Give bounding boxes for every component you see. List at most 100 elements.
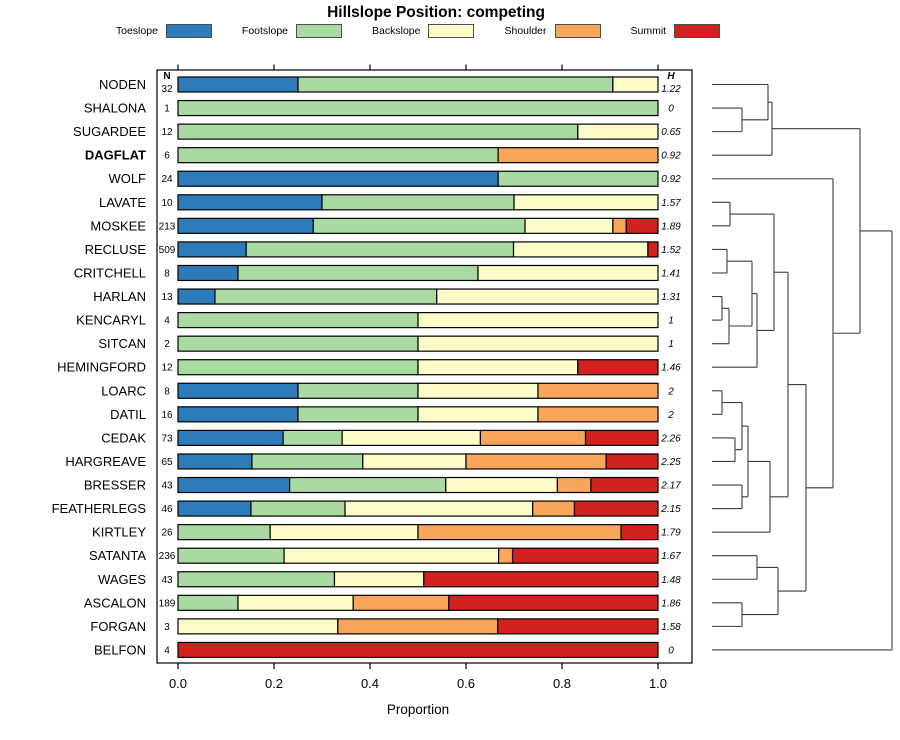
row-label-featherlegs: FEATHERLEGS <box>52 501 147 516</box>
h-value-wolf: 0.92 <box>661 174 681 185</box>
bar-segment-ascalon-shoulder <box>352 594 450 611</box>
bar-segment-hargreave-shoulder <box>465 453 607 470</box>
n-value-kencaryl: 4 <box>164 316 170 327</box>
h-value-hargreave: 2.25 <box>660 457 681 468</box>
bar-segment-moskee-summit <box>625 217 659 234</box>
bar-segment-noden-toeslope <box>177 76 299 93</box>
bar-segment-kirtley-footslope <box>177 524 271 541</box>
bar-segment-hargreave-summit <box>605 453 659 470</box>
n-value-cedak: 73 <box>161 433 173 444</box>
bar-segment-forgan-shoulder <box>337 618 499 635</box>
bar-segment-cedak-summit <box>584 429 659 446</box>
legend-swatch-summit <box>674 24 721 38</box>
bar-segment-hemingford-footslope <box>177 359 419 376</box>
h-value-kencaryl: 1 <box>668 316 674 327</box>
n-value-recluse: 509 <box>159 245 176 256</box>
h-value-sitcan: 1 <box>668 339 674 350</box>
plot-box <box>156 69 693 664</box>
row-label-harlan: HARLAN <box>93 289 146 304</box>
bar-segment-recluse-backslope <box>512 241 649 258</box>
n-value-featherlegs: 46 <box>161 504 173 515</box>
h-value-shalona: 0 <box>668 104 674 115</box>
bar-segment-ascalon-footslope <box>177 594 239 611</box>
bar-segment-featherlegs-footslope <box>250 500 346 517</box>
bar-segment-loarc-shoulder <box>537 382 659 399</box>
n-value-sitcan: 2 <box>164 339 170 350</box>
row-label-sitcan: SITCAN <box>98 336 146 351</box>
legend-swatch-footslope <box>296 24 343 38</box>
bar-segment-kirtley-summit <box>620 524 659 541</box>
row-label-belfon: BELFON <box>94 642 146 657</box>
h-value-recluse: 1.52 <box>661 245 681 256</box>
n-value-wages: 43 <box>161 575 173 586</box>
bar-segment-harlan-backslope <box>436 288 659 305</box>
legend-label-summit: Summit <box>630 25 667 37</box>
bar-segment-featherlegs-shoulder <box>532 500 576 517</box>
bar-segment-wages-summit <box>423 571 659 588</box>
legend-item-backslope: Backslope <box>372 24 475 38</box>
bar-segment-hemingford-backslope <box>417 359 579 376</box>
bar-segment-recluse-toeslope <box>177 241 247 258</box>
bar-segment-datil-shoulder <box>537 406 659 423</box>
bar-segment-wages-footslope <box>177 571 336 588</box>
n-value-wolf: 24 <box>161 174 173 185</box>
h-value-ascalon: 1.86 <box>661 598 681 609</box>
x-axis-tick-label: 0.2 <box>265 676 283 691</box>
x-axis-title: Proportion <box>387 702 449 717</box>
h-value-harlan: 1.31 <box>661 292 680 303</box>
h-value-satanta: 1.67 <box>661 551 681 562</box>
bar-segment-sitcan-backslope <box>417 335 659 352</box>
n-value-harlan: 13 <box>161 292 173 303</box>
n-value-datil: 16 <box>161 410 173 421</box>
h-value-bresser: 2.17 <box>660 481 681 492</box>
n-value-noden: 32 <box>161 84 173 95</box>
bar-segment-featherlegs-toeslope <box>177 500 252 517</box>
bar-segment-loarc-backslope <box>417 382 539 399</box>
bar-segment-hargreave-backslope <box>362 453 467 470</box>
bar-segment-sugardee-footslope <box>177 123 579 140</box>
h-value-cedak: 2.26 <box>660 433 681 444</box>
legend-item-summit: Summit <box>631 24 721 38</box>
bar-segment-dagflat-footslope <box>177 147 499 164</box>
bar-segment-bresser-backslope <box>445 476 559 494</box>
bar-segment-lavate-footslope <box>321 194 515 211</box>
row-label-moskee: MOSKEE <box>90 218 146 233</box>
h-value-loarc: 2 <box>667 386 674 397</box>
bar-segment-belfon-summit <box>177 641 659 659</box>
n-value-hemingford: 12 <box>161 363 173 374</box>
bar-segment-critchell-toeslope <box>177 264 239 282</box>
bar-segment-shalona-footslope <box>177 99 659 117</box>
n-value-dagflat: 6 <box>164 151 170 162</box>
n-value-hargreave: 65 <box>161 457 173 468</box>
legend-item-toeslope: Toeslope <box>116 24 212 38</box>
bar-segment-sugardee-backslope <box>577 123 659 140</box>
row-label-hargreave: HARGREAVE <box>65 454 146 469</box>
row-label-satanta: SATANTA <box>89 548 146 563</box>
row-label-recluse: RECLUSE <box>85 242 147 257</box>
row-label-lavate: LAVATE <box>99 195 146 210</box>
bar-segment-featherlegs-summit <box>573 500 659 517</box>
h-value-datil: 2 <box>667 410 674 421</box>
bar-segment-noden-backslope <box>612 76 659 93</box>
bar-segment-lavate-backslope <box>513 194 659 211</box>
x-axis-tick-label: 1.0 <box>649 676 667 691</box>
n-value-satanta: 236 <box>159 551 176 562</box>
bar-segment-moskee-footslope <box>312 217 526 234</box>
row-label-wolf: WOLF <box>108 171 146 186</box>
bar-segment-lavate-toeslope <box>177 194 323 211</box>
bar-segment-loarc-footslope <box>297 382 419 399</box>
n-value-loarc: 8 <box>164 386 170 397</box>
legend-label-backslope: Backslope <box>372 25 421 37</box>
n-value-moskee: 213 <box>159 221 176 232</box>
bar-segment-bresser-footslope <box>289 476 447 494</box>
bar-segment-moskee-backslope <box>524 217 614 234</box>
n-value-kirtley: 26 <box>161 528 173 539</box>
row-label-wages: WAGES <box>98 572 146 587</box>
legend-swatch-shoulder <box>554 24 601 38</box>
bar-segment-hargreave-footslope <box>251 453 364 470</box>
n-value-lavate: 10 <box>161 198 173 209</box>
bar-segment-moskee-toeslope <box>177 217 314 234</box>
n-value-sugardee: 12 <box>161 127 173 138</box>
bar-segment-satanta-backslope <box>283 547 500 564</box>
